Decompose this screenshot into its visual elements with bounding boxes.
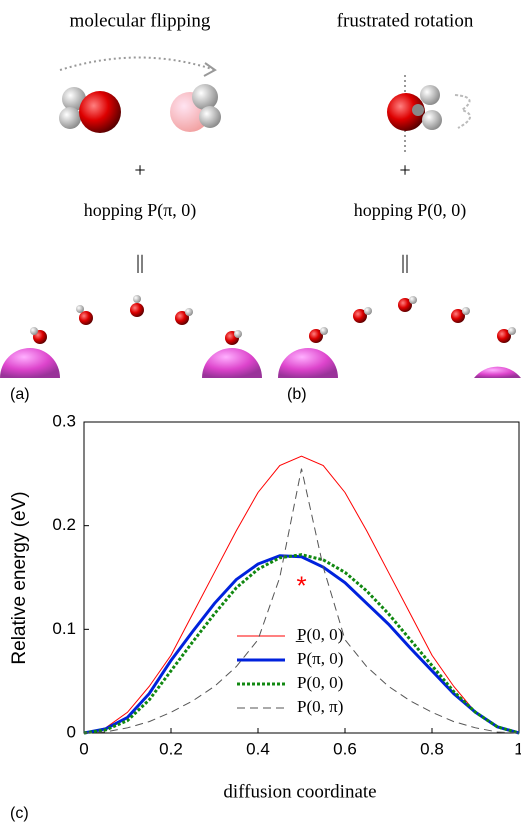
y-tick-label: 0.3 [52,411,76,430]
hopping-label: hopping P(π, 0) [84,200,197,221]
legend-label: P(0, 0) [297,673,343,692]
x-tick-label: 0 [79,739,88,758]
y-tick-label: 0 [67,722,76,741]
panel-title: molecular flipping [70,10,211,31]
equals: || [401,252,409,274]
x-tick-label: 0.2 [159,739,183,758]
x-tick-label: 0.6 [333,739,357,758]
plus: + [134,160,145,182]
series-line [83,554,520,735]
plot-frame [83,421,520,734]
panel-title: frustrated rotation [337,10,474,31]
y-tick-label: 0.2 [52,515,76,534]
series-line [83,468,520,734]
y-axis-label: Relative energy (eV) [9,491,30,664]
legend-label: P(0, π) [297,697,343,716]
x-tick-label: 0.8 [420,739,444,758]
x-tick-label: 1 [514,739,521,758]
x-axis-label: diffusion coordinate [223,781,376,802]
equals: || [136,252,144,274]
panel-label: (a) [10,386,30,403]
hopping-label: hopping P(0, 0) [354,200,467,221]
series-line [83,553,520,735]
y-tick-label: 0.1 [52,619,76,638]
illustration-a [0,56,262,378]
legend-label: P̲(0, 0) [295,625,343,644]
panel-label: (c) [10,805,29,822]
panel-label: (b) [287,386,307,403]
plus: + [399,160,410,182]
legend-label: P(π, 0) [297,649,343,668]
illustration-b [278,75,521,378]
marker: * [296,571,306,601]
x-tick-label: 0.4 [246,739,270,758]
series-line [83,455,520,734]
